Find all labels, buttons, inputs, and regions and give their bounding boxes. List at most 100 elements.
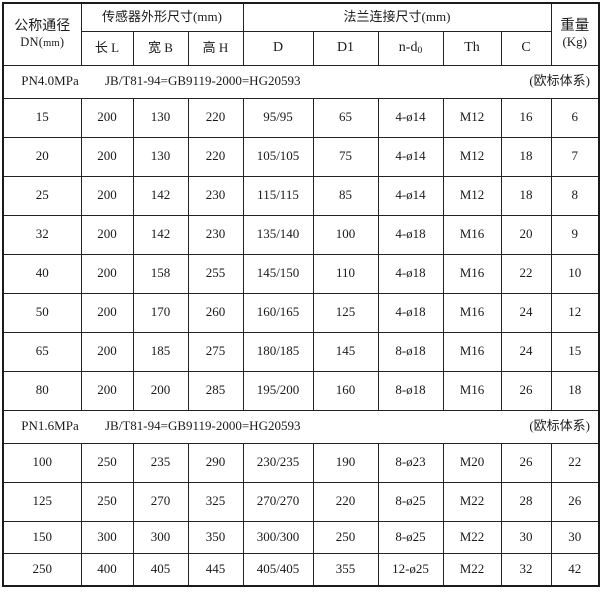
- cell-d1: 100: [312, 214, 379, 255]
- cell-dn: 40: [2, 253, 82, 294]
- table-row: 150 300 300 350 300/300 250 8-ø25 M22 30…: [2, 520, 600, 554]
- cell-d1: 145: [312, 331, 379, 372]
- cell-length: 200: [80, 175, 134, 216]
- cell-d: 195/200: [242, 370, 314, 411]
- header-weight: 重量 (Kg): [550, 2, 600, 66]
- cell-c: 18: [500, 136, 552, 177]
- cell-length: 250: [80, 442, 134, 483]
- cell-weight: 9: [550, 214, 600, 255]
- cell-d: 405/405: [242, 552, 314, 586]
- header-group-sensor-dimensions: 传感器外形尺寸(mm): [80, 2, 244, 32]
- cell-height: 220: [187, 97, 244, 138]
- header-c: C: [500, 30, 552, 66]
- cell-height: 220: [187, 136, 244, 177]
- cell-c: 22: [500, 253, 552, 294]
- cell-width: 130: [132, 97, 189, 138]
- cell-width: 300: [132, 520, 189, 554]
- cell-weight: 15: [550, 331, 600, 372]
- cell-c: 28: [500, 481, 552, 522]
- header-width: 宽 B: [132, 30, 189, 66]
- cell-n-d0: 8-ø18: [377, 370, 444, 411]
- table-row: 65 200 185 275 180/185 145 8-ø18 M16 24 …: [2, 331, 600, 372]
- cell-n-d0: 4-ø18: [377, 214, 444, 255]
- cell-length: 250: [80, 481, 134, 522]
- table-row: 50 200 170 260 160/165 125 4-ø18 M16 24 …: [2, 292, 600, 333]
- cell-c: 30: [500, 520, 552, 554]
- section-note: (欧标体系): [529, 73, 590, 89]
- section-note: (欧标体系): [529, 418, 590, 434]
- cell-th: M16: [442, 292, 502, 333]
- cell-height: 290: [187, 442, 244, 483]
- cell-n-d0: 4-ø14: [377, 97, 444, 138]
- cell-th: M12: [442, 136, 502, 177]
- header-d1: D1: [312, 30, 379, 66]
- cell-width: 200: [132, 370, 189, 411]
- table-row: 20 200 130 220 105/105 75 4-ø14 M12 18 7: [2, 136, 600, 177]
- cell-height: 445: [187, 552, 244, 586]
- cell-dn: 65: [2, 331, 82, 372]
- cell-height: 260: [187, 292, 244, 333]
- cell-th: M16: [442, 253, 502, 294]
- cell-c: 26: [500, 370, 552, 411]
- section-standard: JB/T81-94=GB9119-2000=HG20593: [105, 73, 301, 89]
- cell-n-d0: 4-ø18: [377, 253, 444, 294]
- cell-length: 200: [80, 97, 134, 138]
- cell-weight: 18: [550, 370, 600, 411]
- cell-width: 130: [132, 136, 189, 177]
- section-pressure-rating: PN4.0MPa: [21, 73, 79, 89]
- table-row: 250 400 405 445 405/405 355 12-ø25 M22 3…: [2, 552, 600, 586]
- cell-th: M22: [442, 552, 502, 586]
- cell-th: M12: [442, 175, 502, 216]
- header-weight-cn: 重量: [560, 18, 590, 35]
- cell-dn: 100: [2, 442, 82, 483]
- cell-width: 170: [132, 292, 189, 333]
- cell-weight: 30: [550, 520, 600, 554]
- cell-n-d0: 4-ø18: [377, 292, 444, 333]
- cell-weight: 26: [550, 481, 600, 522]
- cell-length: 300: [80, 520, 134, 554]
- section-header-row: PN4.0MPa JB/T81-94=GB9119-2000=HG20593 (…: [2, 64, 600, 99]
- header-nominal-diameter-en: DN(mm): [20, 34, 65, 49]
- cell-n-d0: 8-ø25: [377, 481, 444, 522]
- section-header-pn40: PN4.0MPa JB/T81-94=GB9119-2000=HG20593 (…: [2, 64, 600, 99]
- cell-th: M22: [442, 520, 502, 554]
- cell-c: 24: [500, 292, 552, 333]
- table-row: 40 200 158 255 145/150 110 4-ø18 M16 22 …: [2, 253, 600, 294]
- cell-length: 200: [80, 292, 134, 333]
- table-row: 32 200 142 230 135/140 100 4-ø18 M16 20 …: [2, 214, 600, 255]
- table-row: 100 250 235 290 230/235 190 8-ø23 M20 26…: [2, 442, 600, 483]
- cell-dn: 50: [2, 292, 82, 333]
- cell-width: 270: [132, 481, 189, 522]
- cell-d: 160/165: [242, 292, 314, 333]
- cell-weight: 22: [550, 442, 600, 483]
- cell-dn: 15: [2, 97, 82, 138]
- cell-d: 135/140: [242, 214, 314, 255]
- cell-width: 142: [132, 175, 189, 216]
- cell-weight: 7: [550, 136, 600, 177]
- cell-d: 145/150: [242, 253, 314, 294]
- cell-length: 400: [80, 552, 134, 586]
- cell-d1: 110: [312, 253, 379, 294]
- cell-d: 105/105: [242, 136, 314, 177]
- header-group-flange-dimensions: 法兰连接尺寸(mm): [242, 2, 552, 32]
- cell-d1: 220: [312, 481, 379, 522]
- cell-dn: 80: [2, 370, 82, 411]
- cell-height: 325: [187, 481, 244, 522]
- cell-height: 350: [187, 520, 244, 554]
- cell-weight: 42: [550, 552, 600, 586]
- cell-d: 300/300: [242, 520, 314, 554]
- cell-d: 230/235: [242, 442, 314, 483]
- header-nominal-diameter-cn: 公称通径: [14, 18, 71, 34]
- cell-n-d0: 8-ø25: [377, 520, 444, 554]
- cell-n-d0: 4-ø14: [377, 175, 444, 216]
- header-nominal-diameter: 公称通径 DN(mm): [2, 2, 82, 66]
- cell-c: 18: [500, 175, 552, 216]
- cell-dn: 125: [2, 481, 82, 522]
- cell-d1: 85: [312, 175, 379, 216]
- cell-d1: 250: [312, 520, 379, 554]
- cell-width: 185: [132, 331, 189, 372]
- cell-height: 230: [187, 175, 244, 216]
- cell-width: 142: [132, 214, 189, 255]
- cell-c: 24: [500, 331, 552, 372]
- cell-d: 180/185: [242, 331, 314, 372]
